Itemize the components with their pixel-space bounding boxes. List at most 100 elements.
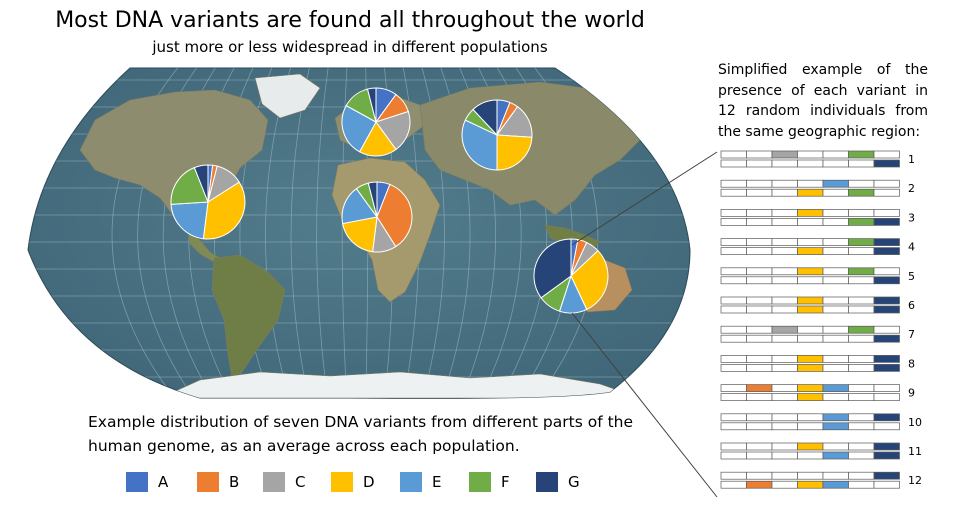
variant-cell bbox=[822, 451, 849, 460]
variant-cell bbox=[873, 150, 900, 159]
variant-cell bbox=[873, 188, 900, 197]
variant-cell bbox=[746, 150, 773, 159]
variant-cell bbox=[746, 305, 773, 314]
variant-cell bbox=[873, 159, 900, 168]
variant-cell bbox=[746, 159, 773, 168]
variant-cell bbox=[746, 413, 773, 422]
variant-cell bbox=[771, 218, 798, 226]
variant-cell bbox=[822, 364, 849, 372]
legend-item-c: C bbox=[263, 471, 305, 493]
variant-cell bbox=[720, 150, 747, 159]
legend-swatch bbox=[331, 472, 353, 492]
individual-row: 7 bbox=[720, 325, 915, 343]
caption: Example distribution of seven DNA varian… bbox=[88, 413, 634, 455]
individual-row: 11 bbox=[720, 442, 922, 460]
variant-cell bbox=[822, 150, 849, 159]
pie-slice-g bbox=[472, 99, 498, 137]
variant-cell bbox=[771, 471, 798, 480]
south-america bbox=[211, 254, 286, 379]
variant-cell bbox=[848, 355, 875, 363]
variant-cell bbox=[873, 355, 900, 363]
variant-cell bbox=[822, 267, 849, 276]
individual-row: 1 bbox=[720, 150, 915, 168]
variant-cell bbox=[797, 364, 824, 372]
variant-cell bbox=[720, 480, 747, 489]
variant-cell bbox=[771, 150, 798, 159]
variant-cell bbox=[797, 150, 824, 159]
individual-label: 2 bbox=[908, 182, 915, 195]
meridian-line bbox=[341, 68, 348, 399]
variant-cell bbox=[771, 480, 798, 489]
variant-cell bbox=[822, 188, 849, 197]
variant-cell bbox=[720, 355, 747, 363]
individual-label: 6 bbox=[908, 299, 915, 312]
variant-cell bbox=[797, 325, 824, 334]
variant-cell bbox=[746, 471, 773, 480]
variant-cell bbox=[873, 480, 900, 489]
variant-cell bbox=[848, 218, 875, 226]
variant-cell bbox=[746, 422, 773, 431]
variant-cell bbox=[822, 179, 849, 188]
variant-cell bbox=[822, 471, 849, 480]
population-pie-2 bbox=[341, 87, 411, 157]
pie-slice-c bbox=[375, 110, 411, 151]
individual-label: 1 bbox=[908, 153, 915, 166]
variant-cell bbox=[720, 442, 747, 451]
population-pie-1 bbox=[170, 164, 246, 240]
variant-cell bbox=[848, 179, 875, 188]
variant-cell bbox=[797, 179, 824, 188]
variant-cell bbox=[873, 209, 900, 217]
individual-label: 11 bbox=[908, 445, 922, 458]
variant-cell bbox=[746, 209, 773, 217]
variant-cell bbox=[873, 413, 900, 422]
legend-swatch bbox=[469, 472, 491, 492]
variant-cell bbox=[797, 471, 824, 480]
variant-cell bbox=[873, 238, 900, 246]
variant-cell bbox=[771, 238, 798, 246]
population-pie-4 bbox=[461, 99, 533, 171]
variant-cell bbox=[873, 334, 900, 343]
variant-cell bbox=[797, 305, 824, 314]
variant-cell bbox=[797, 159, 824, 168]
variant-cell bbox=[746, 355, 773, 363]
variant-cell bbox=[797, 413, 824, 422]
variant-cell bbox=[746, 384, 773, 392]
meridian-line bbox=[316, 68, 330, 399]
variant-cell bbox=[746, 267, 773, 276]
pie-slice-e bbox=[170, 201, 209, 240]
variant-cell bbox=[873, 393, 900, 401]
variant-cell bbox=[822, 355, 849, 363]
pie-slice-g bbox=[193, 164, 209, 203]
variant-cell bbox=[822, 159, 849, 168]
legend-swatch bbox=[400, 472, 422, 492]
variant-cell bbox=[848, 267, 875, 276]
variant-cell bbox=[848, 364, 875, 372]
variant-cell bbox=[873, 364, 900, 372]
variant-cell bbox=[746, 480, 773, 489]
variant-cell bbox=[822, 442, 849, 451]
variant-cell bbox=[746, 238, 773, 246]
variant-cell bbox=[746, 179, 773, 188]
variant-cell bbox=[873, 471, 900, 480]
legend-item-b: B bbox=[197, 471, 239, 493]
variant-cell bbox=[873, 384, 900, 392]
individual-label: 7 bbox=[908, 328, 915, 341]
variant-cell bbox=[720, 159, 747, 168]
pie-slice-g bbox=[533, 238, 572, 299]
variant-cell bbox=[720, 247, 747, 255]
variant-cell bbox=[720, 305, 747, 314]
variant-cell bbox=[797, 480, 824, 489]
variant-cell bbox=[797, 451, 824, 460]
pie-slice-d bbox=[496, 134, 533, 171]
variant-cell bbox=[822, 218, 849, 226]
variant-cell bbox=[746, 188, 773, 197]
individual-row: 10 bbox=[720, 413, 922, 431]
variant-cell bbox=[848, 471, 875, 480]
variant-cell bbox=[771, 334, 798, 343]
variant-cell bbox=[822, 276, 849, 285]
variant-cell bbox=[873, 442, 900, 451]
individual-label: 10 bbox=[908, 416, 922, 429]
variant-cell bbox=[797, 188, 824, 197]
variant-cell bbox=[771, 325, 798, 334]
callout-line-bottom bbox=[571, 312, 718, 498]
